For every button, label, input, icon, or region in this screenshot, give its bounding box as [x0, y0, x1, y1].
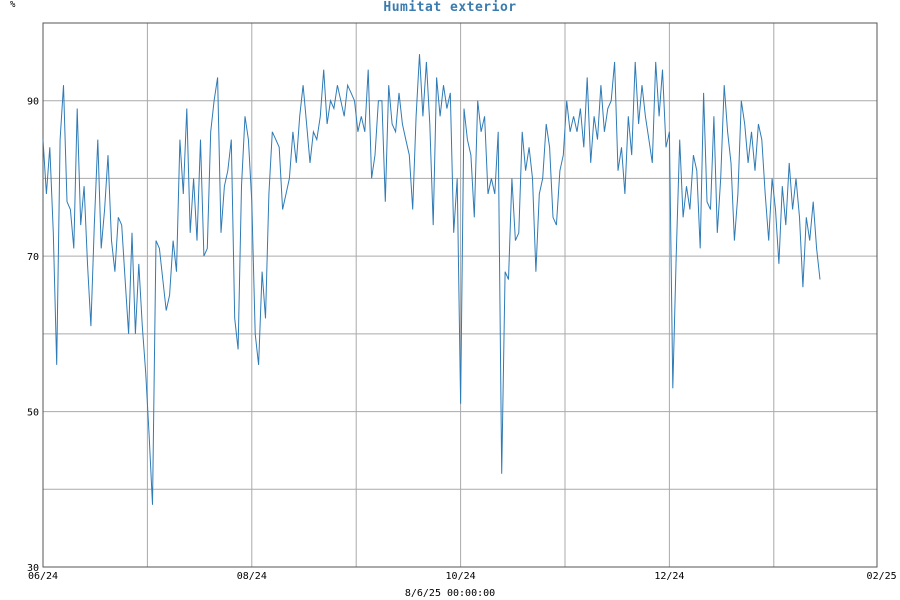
- plot-frame: [42, 22, 878, 568]
- timestamp-footer: 8/6/25 00:00:00: [404, 588, 496, 599]
- chart-title: Humitat exterior: [383, 0, 517, 15]
- humidity-series-line: [42, 54, 821, 505]
- y-tick-label: 70: [27, 252, 39, 263]
- x-tick-label: 12/24: [654, 571, 684, 582]
- y-tick-label: 30: [27, 563, 39, 574]
- y-tick-label: 90: [27, 97, 39, 108]
- x-tick-label: 08/24: [237, 571, 267, 582]
- x-tick-label: 02/25: [867, 571, 897, 582]
- x-tick-label: 06/24: [28, 571, 58, 582]
- y-tick-label: 50: [27, 408, 39, 419]
- x-tick-label: 10/24: [446, 571, 476, 582]
- y-axis-unit: %: [10, 0, 16, 10]
